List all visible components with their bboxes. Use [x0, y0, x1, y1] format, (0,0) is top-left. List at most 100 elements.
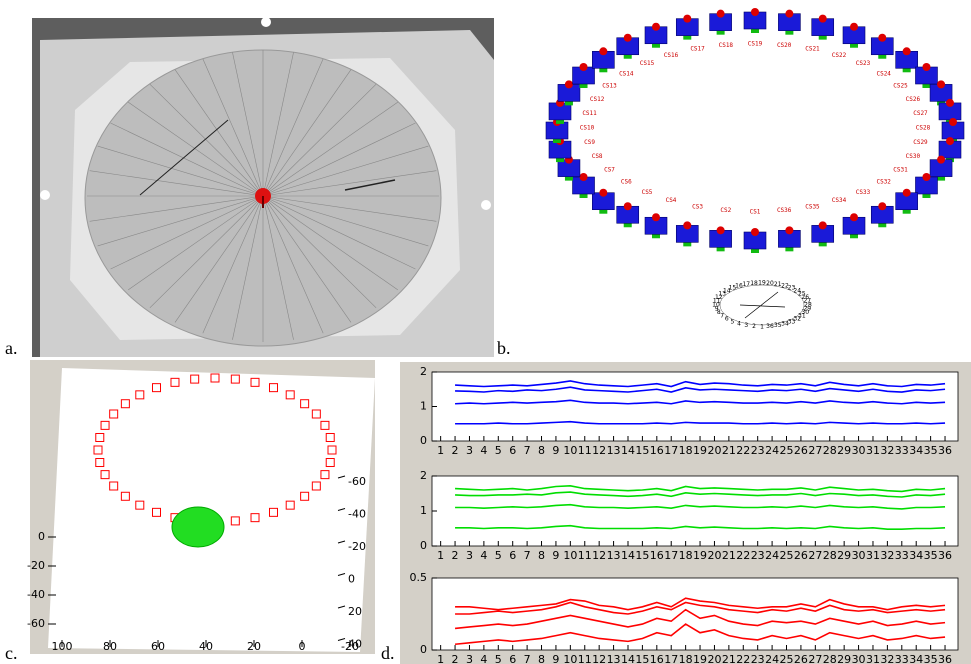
mini-label: 19 — [758, 280, 766, 287]
axes — [432, 578, 958, 650]
x-tick-label: 25 — [780, 653, 794, 664]
x-tick-label: 5 — [495, 444, 502, 457]
x-tick-label: 27 — [808, 549, 822, 562]
mini-label: 2 — [752, 323, 756, 330]
sensor-label: CS13 — [602, 83, 617, 90]
sensor-dot — [580, 63, 588, 71]
tick-label: 40 — [348, 638, 362, 651]
x-tick-label: 33 — [895, 444, 909, 457]
sensor-dot — [599, 47, 607, 55]
x-tick-label: 30 — [852, 549, 866, 562]
sensor-label: CS10 — [580, 125, 595, 132]
panel-label: c. — [5, 643, 18, 663]
x-tick-label: 14 — [621, 444, 635, 457]
x-tick-label: 6 — [509, 653, 516, 664]
sensor-label: CS19 — [748, 41, 763, 48]
x-tick-label: 13 — [607, 549, 621, 562]
x-tick-label: 12 — [592, 653, 606, 664]
x-tick-label: 2 — [452, 653, 459, 664]
sensor-label: CS33 — [856, 189, 871, 196]
x-tick-label: 10 — [563, 444, 577, 457]
sensor-label: CS25 — [893, 83, 908, 90]
x-tick-label: 29 — [837, 653, 851, 664]
x-tick-label: 34 — [909, 444, 923, 457]
x-tick-label: 3 — [466, 549, 473, 562]
mini-axis — [745, 292, 778, 318]
sensor-label: CS24 — [876, 71, 891, 78]
sensor-dot — [652, 23, 660, 31]
x-tick-label: 8 — [538, 444, 545, 457]
sensor-label: CS1 — [750, 209, 761, 216]
x-tick-label: 10 — [563, 653, 577, 664]
x-tick-label: 22 — [736, 549, 750, 562]
x-tick-label: 1 — [437, 549, 444, 562]
x-tick-label: 4 — [480, 653, 487, 664]
x-tick-label: 1 — [437, 444, 444, 457]
x-tick-label: 32 — [880, 549, 894, 562]
x-tick-label: 1 — [437, 653, 444, 664]
tick-label: -60 — [348, 475, 366, 488]
sensor-dot — [785, 10, 793, 18]
x-tick-label: 16 — [650, 653, 664, 664]
sensor-label: CS3 — [692, 203, 703, 210]
sensor-label: CS17 — [690, 46, 705, 53]
x-tick-label: 6 — [509, 444, 516, 457]
x-tick-label: 25 — [780, 549, 794, 562]
axes — [432, 372, 958, 441]
x-tick-label: 20 — [707, 549, 721, 562]
x-tick-label: 29 — [837, 444, 851, 457]
sensor-label: CS9 — [584, 139, 595, 146]
tick-label: -60 — [27, 617, 45, 630]
y-tick-label: 0 — [420, 643, 427, 656]
sensor-label: CS28 — [916, 125, 931, 132]
y-tick-label: 2 — [420, 365, 427, 378]
sensor-label: CS26 — [906, 96, 921, 103]
tick-label: 100 — [52, 640, 73, 653]
tick-label: -40 — [27, 588, 45, 601]
x-tick-label: 27 — [808, 653, 822, 664]
sensor-label: CS20 — [777, 42, 792, 49]
x-tick-label: 15 — [635, 444, 649, 457]
sensor-dot — [937, 80, 945, 88]
sensor-label: CS27 — [913, 110, 928, 117]
x-tick-label: 18 — [679, 444, 693, 457]
x-tick-label: 28 — [823, 653, 837, 664]
sensor-label: CS6 — [621, 178, 632, 185]
x-tick-label: 21 — [722, 444, 736, 457]
x-tick-label: 12 — [592, 444, 606, 457]
x-tick-label: 11 — [578, 653, 592, 664]
sensor-dot — [949, 118, 957, 126]
sensor-label: CS36 — [777, 207, 792, 214]
mini-label: 6 — [725, 316, 729, 323]
mini-label: 5 — [731, 318, 735, 325]
sensor-label: CS18 — [719, 42, 734, 49]
x-tick-label: 19 — [693, 549, 707, 562]
x-tick-label: 20 — [707, 444, 721, 457]
sensor-dot — [903, 189, 911, 197]
x-tick-label: 22 — [736, 444, 750, 457]
sensor-dot — [717, 226, 725, 234]
sensor-dot — [683, 15, 691, 23]
x-tick-label: 23 — [751, 653, 765, 664]
sensor-label: CS32 — [876, 178, 891, 185]
x-tick-label: 14 — [621, 549, 635, 562]
x-tick-label: 19 — [693, 653, 707, 664]
sensor-label: CS2 — [720, 207, 731, 214]
mini-label: 35 — [774, 322, 782, 329]
x-tick-label: 9 — [552, 653, 559, 664]
sensor-label: CS7 — [604, 167, 615, 174]
sensor-label: CS30 — [906, 153, 921, 160]
y-tick-label: 0.5 — [410, 571, 428, 584]
y-tick-label: 1 — [420, 504, 427, 517]
x-tick-label: 12 — [592, 549, 606, 562]
tick-label: 0 — [299, 640, 306, 653]
x-tick-label: 36 — [938, 653, 952, 664]
sensor-dot — [565, 80, 573, 88]
x-tick-label: 32 — [880, 653, 894, 664]
x-tick-label: 14 — [621, 653, 635, 664]
y-tick-label: 1 — [420, 400, 427, 413]
sensor-dot — [819, 15, 827, 23]
sensor-dot — [624, 34, 632, 42]
x-tick-label: 24 — [765, 549, 779, 562]
y-tick-label: 0 — [420, 539, 427, 552]
